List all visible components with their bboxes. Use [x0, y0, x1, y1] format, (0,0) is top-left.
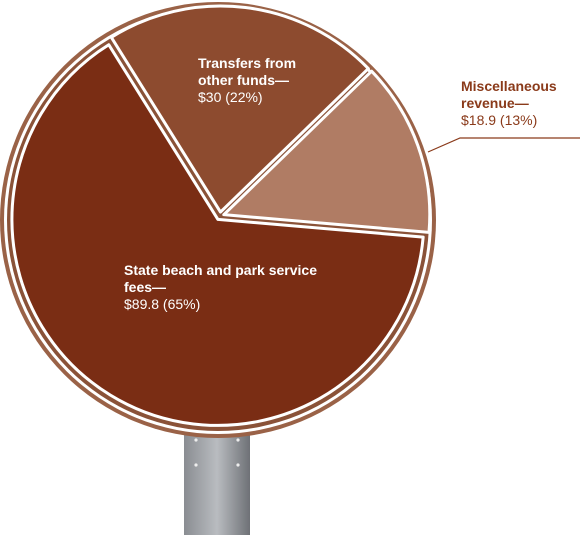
bolt	[236, 438, 240, 442]
pie-slice	[10, 43, 425, 427]
value-label: $18.9 (13%)	[461, 112, 538, 128]
sign-post	[184, 420, 250, 535]
slice-label: Transfers from other funds— $30 (22%)	[198, 55, 318, 106]
category-label: Miscellaneous revenue—	[461, 78, 557, 111]
value-label: $89.8 (65%)	[124, 296, 201, 312]
value-label: $30 (22%)	[198, 89, 263, 105]
slices	[10, 4, 432, 427]
slice-label: Miscellaneous revenue— $18.9 (13%)	[461, 78, 583, 129]
bolt	[236, 463, 240, 467]
category-label: State beach and park service fees—	[124, 262, 317, 295]
bolt	[194, 438, 198, 442]
pie-slice	[222, 69, 432, 234]
slice-label: State beach and park service fees— $89.8…	[124, 262, 324, 313]
pie-slice	[109, 4, 370, 214]
category-label: Transfers from other funds—	[198, 55, 297, 88]
leader-line	[427, 137, 580, 153]
bolt	[194, 463, 198, 467]
